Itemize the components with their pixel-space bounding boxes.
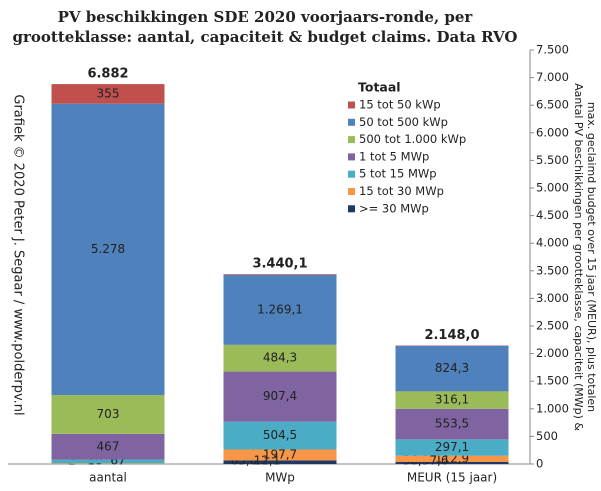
bar-segment [395,391,509,409]
bar-segment [223,274,337,345]
y2-tick-label: 2.000 [536,346,569,360]
annotation: Grafiek © 2020 Peter J. Segaar / www.pol… [11,94,26,415]
y2-tick-label: 3.000 [536,291,569,305]
y2-tick-label: 3.500 [536,263,569,277]
y2-tick-label: 5.000 [536,181,569,195]
bar-segment [395,408,509,440]
x-tick-label: aantal [89,471,127,485]
data-label: 703 [97,407,120,421]
y2-tick-label: 2.500 [536,319,569,333]
chart-title: grootteklasse: aantal, capaciteit & budg… [13,28,518,46]
data-label: 553,5 [435,417,469,431]
data-label: 1.269,1 [257,302,303,316]
bar-segment [223,460,337,464]
y2-tick-label: 1.000 [536,401,569,415]
bar-segment [395,455,509,462]
bar-segment [51,459,165,464]
bar-segment [223,371,337,422]
legend-title: Totaal [358,80,401,95]
y2-axis-label: max. geclaimd budget over 15 jaar (MEUR)… [585,102,598,412]
data-label: 12,1 [254,454,281,468]
bar-segment [395,439,509,456]
y2-tick-label: 6.000 [536,125,569,139]
data-label: 197,7 [263,447,297,461]
legend-item: 15 tot 30 MWp [359,184,444,198]
legend-swatch [348,188,355,195]
data-label: 504,5 [263,428,297,442]
legend-swatch [348,118,355,126]
total-label: 2.148,0 [424,328,479,343]
legend-item: 500 tot 1.000 kWp [359,132,466,146]
bar-segment [223,421,337,450]
chart-title: PV beschikkingen SDE 2020 voorjaars-rond… [58,8,474,26]
total-label: 6.882 [87,67,128,82]
data-label: 297,1 [435,440,469,454]
bar-segment [395,345,509,392]
legend-swatch [348,136,355,144]
y2-tick-label: 4.500 [536,208,569,222]
legend-swatch [348,153,355,161]
bar-segment [51,433,165,460]
data-label: 5.278 [91,242,125,256]
x-tick-label: MWp [265,471,295,485]
y2-tick-label: 0 [536,457,543,471]
legend-swatch [348,205,355,213]
legend-swatch [348,170,355,178]
bar-segment [51,84,165,104]
bar-segment [223,274,337,275]
y2-tick-label: 1.500 [536,374,569,388]
legend-item: 1 tot 5 MWp [359,149,429,163]
y2-tick-label: 500 [536,429,558,443]
y2-tick-label: 6.500 [536,98,569,112]
bar-segment [223,449,337,461]
bar-segment [395,461,509,464]
bar-segment [51,463,165,464]
y2-tick-label: 7.000 [536,70,569,84]
legend-swatch [348,101,355,109]
y2-axis-label: Aantal PV beschikkingen per grootteklass… [572,83,585,431]
bar-segment [51,103,165,396]
data-label: 316,1 [435,393,469,407]
data-label: 824,3 [435,361,469,375]
x-tick-label: MEUR (15 jaar) [407,471,497,485]
bar-segment [223,344,337,372]
bar-segment [51,395,165,434]
data-label: 907,4 [263,389,297,403]
legend-item: 5 tot 15 MWp [359,167,437,181]
y2-tick-label: 5.500 [536,153,569,167]
data-label: 467 [97,439,120,453]
data-label: 484,3 [263,351,297,365]
legend-item: >= 30 MWp [359,201,429,215]
legend-item: 15 tot 50 kWp [359,98,441,112]
legend-item: 50 tot 500 kWp [359,115,448,129]
y2-tick-label: 7.500 [536,43,569,57]
y2-tick-label: 4.000 [536,236,569,250]
data-label: 7,6 [429,454,448,468]
data-label: 355 [97,86,120,100]
total-label: 3.440,1 [252,257,307,272]
